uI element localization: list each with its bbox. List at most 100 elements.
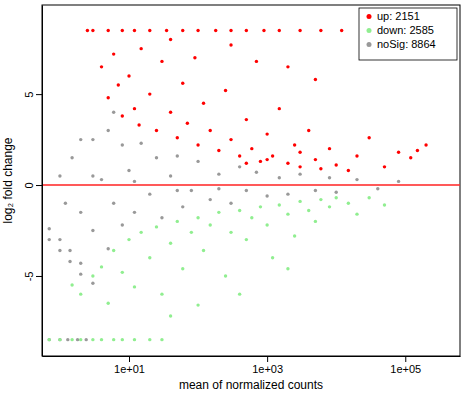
point	[265, 223, 268, 226]
point	[278, 29, 281, 32]
point	[202, 102, 205, 105]
point	[91, 282, 94, 285]
point	[259, 205, 262, 208]
point	[347, 169, 350, 172]
point	[196, 216, 199, 219]
point	[148, 338, 151, 341]
point	[319, 29, 322, 32]
point	[196, 303, 199, 306]
point	[409, 156, 412, 159]
point	[133, 107, 136, 110]
point	[186, 122, 189, 125]
point	[155, 156, 158, 159]
y-tick-mark	[36, 94, 42, 95]
point	[255, 60, 258, 63]
point	[160, 292, 163, 295]
point	[298, 165, 301, 168]
point	[217, 149, 220, 152]
point	[86, 29, 89, 32]
point	[229, 202, 232, 205]
point	[121, 338, 124, 341]
point	[176, 136, 179, 139]
point	[121, 271, 124, 274]
point	[91, 29, 94, 32]
y-axis-title: log₂ fold change	[1, 137, 15, 223]
point	[319, 198, 322, 201]
point	[176, 189, 179, 192]
point	[328, 176, 331, 179]
point	[160, 338, 163, 341]
point	[148, 256, 151, 259]
point	[217, 172, 220, 175]
point	[133, 285, 136, 288]
y-tick-label: 0	[23, 182, 35, 188]
point	[335, 196, 338, 199]
point	[155, 225, 158, 228]
point	[214, 29, 217, 32]
x-tick-label: 1e+01	[114, 363, 145, 375]
point	[328, 205, 331, 208]
point	[64, 202, 67, 205]
point	[112, 52, 115, 55]
point	[70, 283, 73, 286]
point	[238, 292, 241, 295]
point	[107, 29, 110, 32]
y-axis: -505	[23, 6, 43, 357]
point	[229, 43, 232, 46]
x-tick: 1e+03	[252, 356, 283, 375]
point	[286, 267, 289, 270]
point	[424, 143, 427, 146]
point	[91, 338, 94, 341]
point	[133, 180, 136, 183]
reference-line	[42, 184, 460, 186]
point	[245, 238, 248, 241]
point	[245, 162, 248, 165]
point	[196, 143, 199, 146]
series-points	[48, 111, 401, 342]
point	[238, 209, 241, 212]
point	[127, 169, 130, 172]
point	[209, 223, 212, 226]
point	[100, 265, 103, 268]
point	[112, 202, 115, 205]
point	[139, 231, 142, 234]
x-tick: 1e+01	[114, 356, 145, 375]
point	[202, 249, 205, 252]
point	[190, 189, 193, 192]
point	[181, 29, 184, 32]
point	[148, 92, 151, 95]
point	[265, 158, 268, 161]
point	[155, 129, 158, 132]
point	[58, 338, 61, 341]
point	[91, 174, 94, 177]
point	[48, 238, 51, 241]
point	[328, 147, 331, 150]
point	[307, 209, 310, 212]
point	[112, 249, 115, 252]
point	[238, 154, 241, 157]
point	[91, 229, 94, 232]
point	[298, 200, 301, 203]
point	[169, 38, 172, 41]
point	[137, 123, 140, 126]
point	[121, 29, 124, 32]
point	[112, 338, 115, 341]
point	[238, 165, 241, 168]
point	[397, 151, 400, 154]
point	[58, 338, 61, 341]
point	[148, 192, 151, 195]
point	[229, 29, 232, 32]
point	[58, 238, 61, 241]
x-tick: 1e+05	[390, 356, 421, 375]
point	[355, 154, 358, 157]
point	[66, 338, 69, 341]
point	[107, 247, 110, 250]
point	[100, 65, 103, 68]
point	[76, 338, 79, 341]
point	[335, 163, 338, 166]
point	[181, 82, 184, 85]
point	[121, 143, 124, 146]
point	[314, 189, 317, 192]
point	[383, 165, 386, 168]
point	[127, 238, 130, 241]
